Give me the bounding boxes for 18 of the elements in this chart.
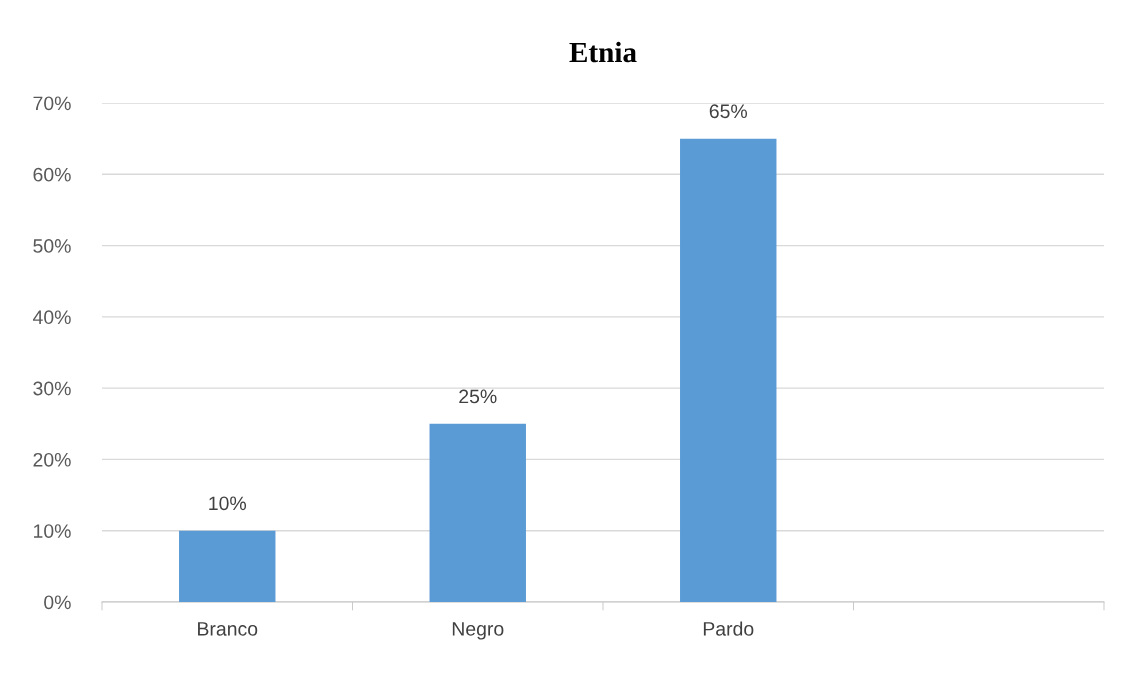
bar [179, 530, 276, 602]
y-tick-label: 70% [33, 96, 71, 111]
bar [680, 138, 777, 602]
data-label: 10% [209, 496, 247, 511]
x-tick-label: Branco [198, 622, 258, 636]
y-tick-label: 30% [33, 381, 71, 396]
x-tick-label: Pardo [703, 621, 754, 636]
x-tick-label: Negro [452, 622, 504, 640]
y-tick-label: 50% [33, 239, 71, 253]
y-tick-label: 10% [34, 524, 71, 538]
bar [429, 423, 526, 602]
data-label: 65% [709, 104, 748, 119]
data-label: 25% [459, 389, 497, 404]
y-tick-label: 40% [32, 310, 71, 325]
y-tick-label: 20% [33, 452, 71, 467]
chart-title: Etnia [569, 41, 637, 63]
y-tick-label: 0% [44, 595, 71, 610]
y-tick-label: 60% [33, 167, 71, 182]
